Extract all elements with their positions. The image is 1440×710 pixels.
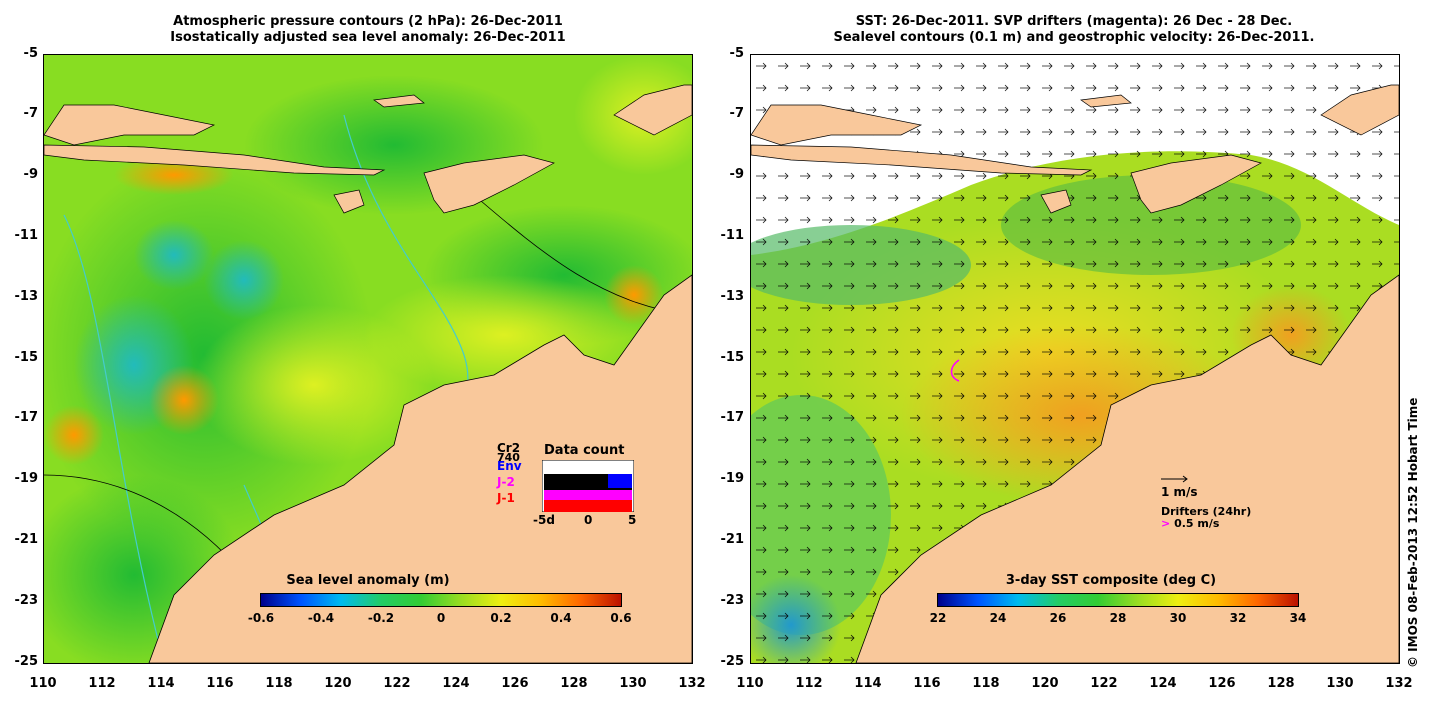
lon-tick: 114 (147, 676, 175, 691)
right-colorbar-tick: 30 (1169, 611, 1187, 625)
left-colorbar-title: Sea level anomaly (m) (286, 573, 450, 588)
lon-tick: 114 (854, 676, 882, 691)
right-colorbar-tick: 24 (989, 611, 1007, 625)
sst-map-graphic (751, 55, 1399, 663)
left-colorbar-tick: 0.6 (610, 611, 632, 625)
lat-tick: -5 (23, 46, 38, 61)
sst-map: 1 m/s Drifters (24hr) > 0.5 m/s 3-day SS… (750, 54, 1400, 664)
lat-tick: -19 (14, 471, 39, 486)
drifter-legend-marker: > (1161, 517, 1171, 530)
left-colorbar (260, 593, 622, 607)
right-title-line1: SST: 26-Dec-2011. SVP drifters (magenta)… (855, 14, 1293, 29)
mission-label: Cr2 (497, 441, 521, 455)
lat-tick: -11 (14, 228, 39, 243)
mission-label: J-1 (497, 491, 515, 505)
inset-xtick: 5 (628, 513, 637, 527)
lon-tick: 118 (265, 676, 293, 691)
velocity-legend-label: 1 m/s (1161, 485, 1198, 499)
lat-tick: -25 (720, 654, 745, 669)
right-colorbar-title: 3-day SST composite (deg C) (1005, 573, 1217, 588)
lon-tick: 132 (1385, 676, 1413, 691)
right-colorbar-tick: 28 (1109, 611, 1127, 625)
lon-tick: 126 (1208, 676, 1236, 691)
lon-tick: 116 (206, 676, 234, 691)
mission-label: Env (497, 459, 522, 473)
right-title-line2: Sealevel contours (0.1 m) and geostrophi… (833, 30, 1315, 45)
sea-level-anomaly-map: Sea level anomaly (m) -0.6 -0.4 -0.2 0 0… (43, 54, 693, 664)
drifter-legend-value: 0.5 m/s (1174, 517, 1220, 530)
lon-tick: 128 (560, 676, 588, 691)
lat-tick: -9 (23, 167, 38, 182)
lat-tick: -7 (23, 106, 38, 121)
left-colorbar-tick: -0.4 (307, 611, 335, 625)
drifter-legend-row: > 0.5 m/s (1161, 517, 1219, 530)
left-colorbar-tick: 0.2 (490, 611, 512, 625)
right-colorbar-tick: 32 (1229, 611, 1247, 625)
lat-tick: -25 (14, 654, 39, 669)
lat-tick: -17 (720, 410, 745, 425)
inset-xtick: -5d (533, 513, 555, 527)
right-colorbar (937, 593, 1299, 607)
lat-tick: -15 (14, 350, 39, 365)
lon-tick: 120 (1031, 676, 1059, 691)
left-title-line1: Atmospheric pressure contours (2 hPa): 2… (173, 14, 563, 29)
lat-tick: -5 (729, 46, 744, 61)
lon-tick: 130 (619, 676, 647, 691)
left-colorbar-tick: -0.2 (367, 611, 395, 625)
lon-tick: 116 (913, 676, 941, 691)
left-colorbar-tick: 0 (436, 611, 446, 625)
lat-tick: -15 (720, 350, 745, 365)
lat-tick: -23 (720, 593, 745, 608)
lat-tick: -21 (14, 532, 39, 547)
right-colorbar-tick: 34 (1289, 611, 1307, 625)
mission-extra-label: 740 (497, 451, 520, 464)
lon-tick: 124 (1149, 676, 1177, 691)
lon-tick: 118 (972, 676, 1000, 691)
lon-tick: 112 (795, 676, 823, 691)
lon-tick: 122 (1090, 676, 1118, 691)
left-title-line2: Isostatically adjusted sea level anomaly… (170, 30, 566, 45)
lat-tick: -9 (729, 167, 744, 182)
lon-tick: 110 (29, 676, 57, 691)
lon-tick: 130 (1326, 676, 1354, 691)
lon-tick: 112 (88, 676, 116, 691)
right-colorbar-tick: 26 (1049, 611, 1067, 625)
lon-tick: 126 (501, 676, 529, 691)
inset-bar-chart (542, 460, 634, 512)
inset-xtick: 0 (584, 513, 593, 527)
left-colorbar-tick: 0.4 (550, 611, 572, 625)
mission-label: J-2 (497, 475, 515, 489)
inset-title: Data count (544, 443, 625, 458)
lat-tick: -23 (14, 593, 39, 608)
lat-tick: -21 (720, 532, 745, 547)
lon-tick: 122 (383, 676, 411, 691)
sea-level-map-graphic (44, 55, 692, 663)
lat-tick: -17 (14, 410, 39, 425)
drifter-legend-title: Drifters (24hr) (1161, 505, 1252, 518)
lat-tick: -11 (720, 228, 745, 243)
lon-tick: 110 (736, 676, 764, 691)
imos-credit: © IMOS 08-Feb-2013 12:52 Hobart Time (1406, 397, 1420, 668)
lat-tick: -13 (720, 289, 745, 304)
right-colorbar-tick: 22 (929, 611, 947, 625)
lon-tick: 124 (442, 676, 470, 691)
lat-tick: -19 (720, 471, 745, 486)
lon-tick: 120 (324, 676, 352, 691)
lat-tick: -13 (14, 289, 39, 304)
left-colorbar-tick: -0.6 (247, 611, 275, 625)
lon-tick: 132 (678, 676, 706, 691)
lat-tick: -7 (729, 106, 744, 121)
lon-tick: 128 (1267, 676, 1295, 691)
